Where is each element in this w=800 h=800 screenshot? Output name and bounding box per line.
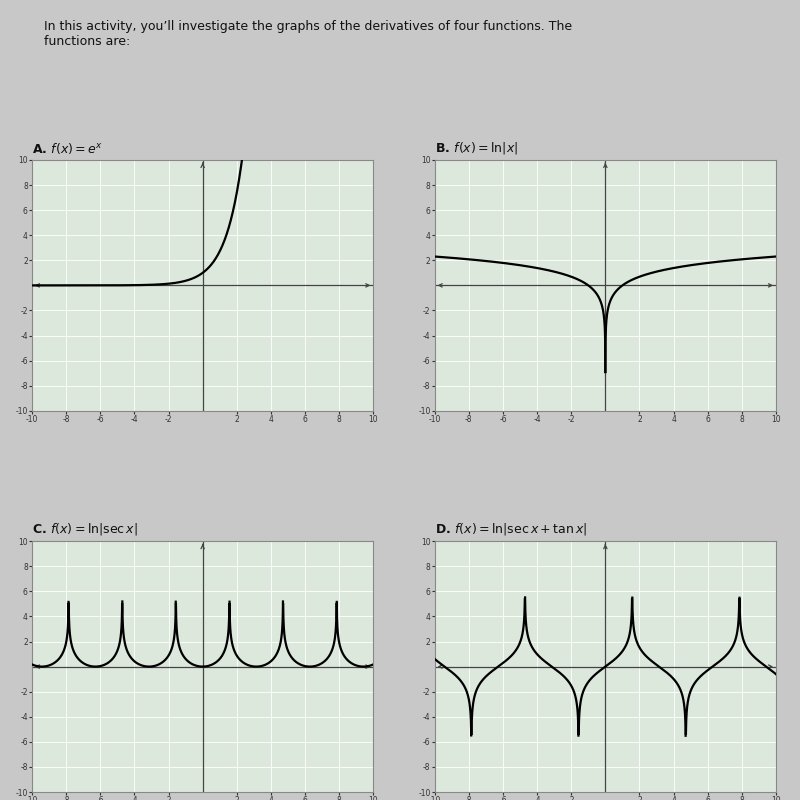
- Text: B. $f(x) = \ln|x|$: B. $f(x) = \ln|x|$: [434, 140, 518, 156]
- Text: D. $f(x) = \ln|\sec x + \tan x|$: D. $f(x) = \ln|\sec x + \tan x|$: [434, 522, 587, 538]
- Text: In this activity, you’ll investigate the graphs of the derivatives of four funct: In this activity, you’ll investigate the…: [44, 20, 572, 48]
- Text: C. $f(x) = \ln|\sec x|$: C. $f(x) = \ln|\sec x|$: [32, 522, 138, 538]
- Text: A. $f(x) = e^x$: A. $f(x) = e^x$: [32, 141, 103, 156]
